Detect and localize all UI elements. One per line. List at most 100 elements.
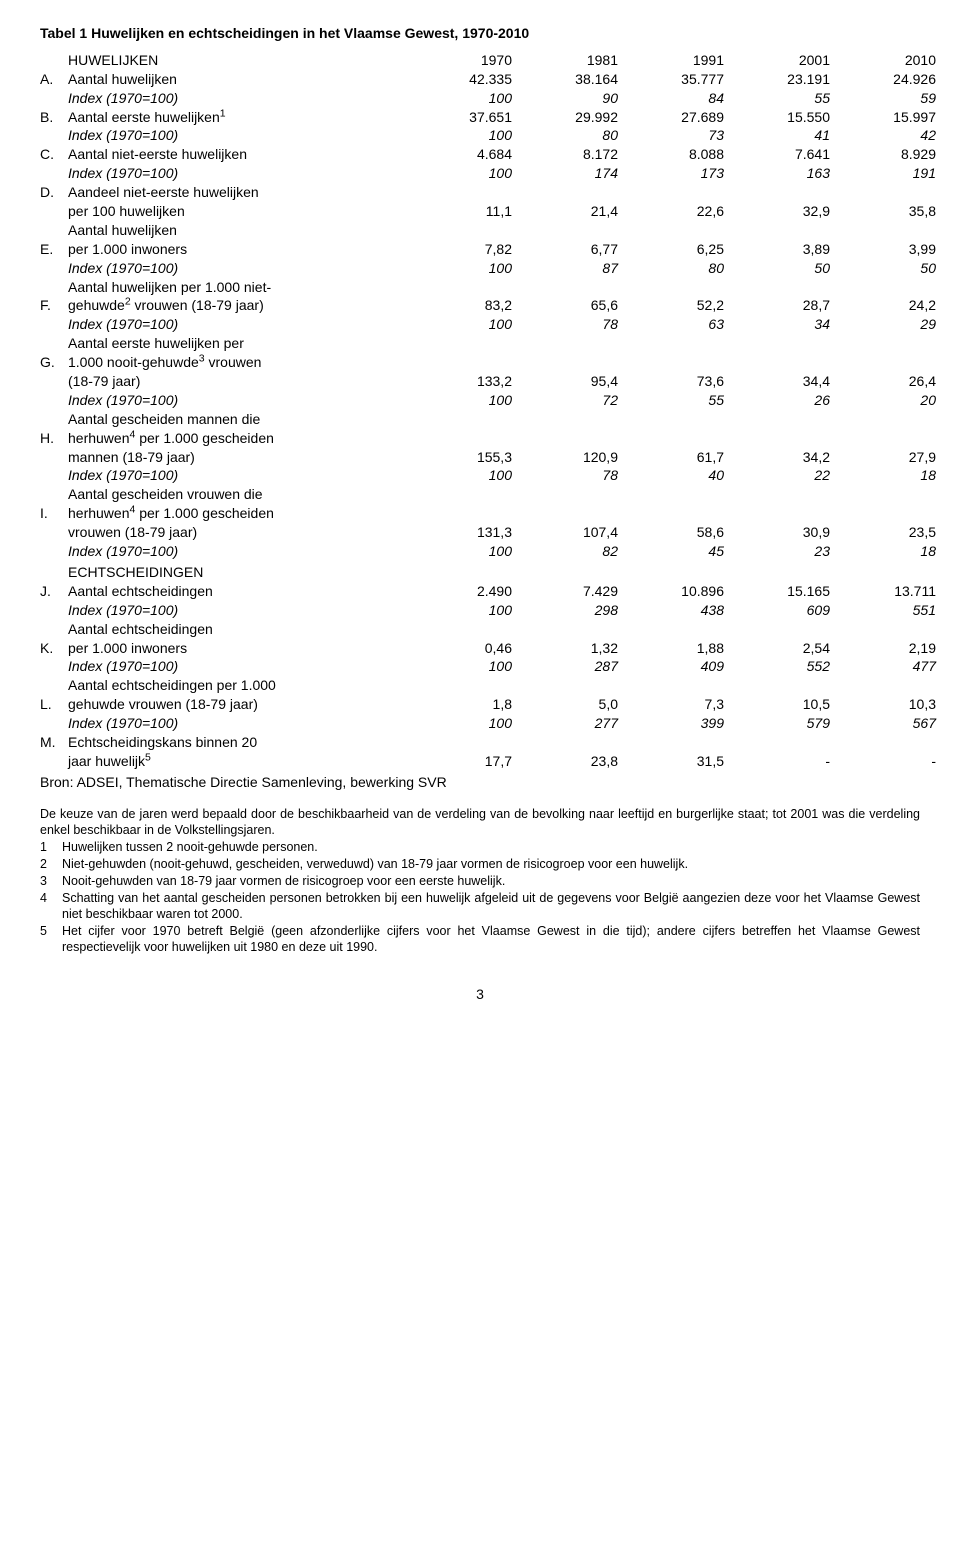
cell-value: 20: [840, 391, 946, 410]
cell-value: 609: [734, 601, 840, 620]
notes-intro: De keuze van de jaren werd bepaald door …: [40, 806, 920, 838]
cell-value: 191: [840, 164, 946, 183]
cell-value: 78: [522, 315, 628, 334]
cell-value: 100: [416, 259, 522, 278]
note-text: Niet-gehuwden (nooit-gehuwd, gescheiden,…: [62, 856, 920, 872]
cell-value: [628, 620, 734, 639]
cell-value: 55: [628, 391, 734, 410]
cell-value: 27.689: [628, 108, 734, 127]
row-label: herhuwen4 per 1.000 gescheiden: [68, 504, 416, 523]
cell-value: [628, 733, 734, 752]
cell-value: 10,3: [840, 695, 946, 714]
cell-value: 8.088: [628, 145, 734, 164]
cell-value: 2,19: [840, 639, 946, 658]
cell-value: [840, 334, 946, 353]
cell-value: [522, 429, 628, 448]
cell-value: 100: [416, 601, 522, 620]
cell-value: 438: [628, 601, 734, 620]
cell-value: 78: [522, 466, 628, 485]
cell-value: 83,2: [416, 296, 522, 315]
cell-value: 2.490: [416, 582, 522, 601]
cell-value: [840, 183, 946, 202]
row-letter: J.: [40, 582, 68, 601]
cell-value: 29: [840, 315, 946, 334]
cell-value: 298: [522, 601, 628, 620]
year-col: 1970: [416, 49, 522, 70]
row-label: gehuwde2 vrouwen (18-79 jaar): [68, 296, 416, 315]
cell-value: 8.929: [840, 145, 946, 164]
cell-value: [628, 221, 734, 240]
note-text: Huwelijken tussen 2 nooit-gehuwde person…: [62, 839, 920, 855]
cell-value: [734, 620, 840, 639]
cell-value: [522, 221, 628, 240]
cell-value: 3,89: [734, 240, 840, 259]
page-number: 3: [40, 985, 920, 1004]
cell-value: [734, 485, 840, 504]
row-label: Aantal gescheiden vrouwen die: [68, 485, 416, 504]
row-label: 1.000 nooit-gehuwde3 vrouwen: [68, 353, 416, 372]
cell-value: 34: [734, 315, 840, 334]
cell-value: 34,4: [734, 372, 840, 391]
cell-value: 107,4: [522, 523, 628, 542]
cell-value: 1,88: [628, 639, 734, 658]
cell-value: 3,99: [840, 240, 946, 259]
cell-value: [416, 620, 522, 639]
cell-value: 6,25: [628, 240, 734, 259]
cell-value: 73,6: [628, 372, 734, 391]
cell-value: 73: [628, 126, 734, 145]
row-label: per 1.000 inwoners: [68, 639, 416, 658]
row-label: Aantal niet-eerste huwelijken: [68, 145, 416, 164]
cell-value: 10,5: [734, 695, 840, 714]
note-number: 1: [40, 839, 62, 855]
year-col: 2010: [840, 49, 946, 70]
cell-value: 100: [416, 126, 522, 145]
cell-value: 23,5: [840, 523, 946, 542]
cell-value: 7.641: [734, 145, 840, 164]
cell-value: [734, 334, 840, 353]
cell-value: [416, 334, 522, 353]
cell-value: [416, 183, 522, 202]
cell-value: 55: [734, 89, 840, 108]
cell-value: 100: [416, 315, 522, 334]
cell-value: 409: [628, 657, 734, 676]
cell-value: 37.651: [416, 108, 522, 127]
cell-value: 100: [416, 466, 522, 485]
row-label: mannen (18-79 jaar): [68, 448, 416, 467]
cell-value: [840, 733, 946, 752]
cell-value: 29.992: [522, 108, 628, 127]
row-letter: I.: [40, 504, 68, 523]
year-col: 1981: [522, 49, 628, 70]
cell-value: 28,7: [734, 296, 840, 315]
row-letter: H.: [40, 429, 68, 448]
cell-value: 23.191: [734, 70, 840, 89]
cell-value: 0,46: [416, 639, 522, 658]
cell-value: [522, 183, 628, 202]
section-header: ECHTSCHEIDINGEN: [68, 561, 416, 582]
cell-value: 18: [840, 466, 946, 485]
cell-value: 8.172: [522, 145, 628, 164]
note-text: Nooit-gehuwden van 18-79 jaar vormen de …: [62, 873, 920, 889]
cell-value: 287: [522, 657, 628, 676]
cell-value: 27,9: [840, 448, 946, 467]
cell-value: 13.711: [840, 582, 946, 601]
cell-value: 100: [416, 542, 522, 561]
cell-value: [522, 620, 628, 639]
cell-value: [416, 221, 522, 240]
note-text: Schatting van het aantal gescheiden pers…: [62, 890, 920, 922]
row-label: Aantal eerste huwelijken1: [68, 108, 416, 127]
cell-value: [416, 485, 522, 504]
cell-value: 173: [628, 164, 734, 183]
row-letter: G.: [40, 353, 68, 372]
year-col: 2001: [734, 49, 840, 70]
cell-value: 1,32: [522, 639, 628, 658]
row-letter: A.: [40, 70, 68, 89]
cell-value: [522, 676, 628, 695]
cell-value: [840, 676, 946, 695]
cell-value: 42: [840, 126, 946, 145]
cell-value: 80: [628, 259, 734, 278]
cell-value: 50: [840, 259, 946, 278]
cell-value: 7,3: [628, 695, 734, 714]
cell-value: 41: [734, 126, 840, 145]
cell-value: 30,9: [734, 523, 840, 542]
cell-value: 42.335: [416, 70, 522, 89]
